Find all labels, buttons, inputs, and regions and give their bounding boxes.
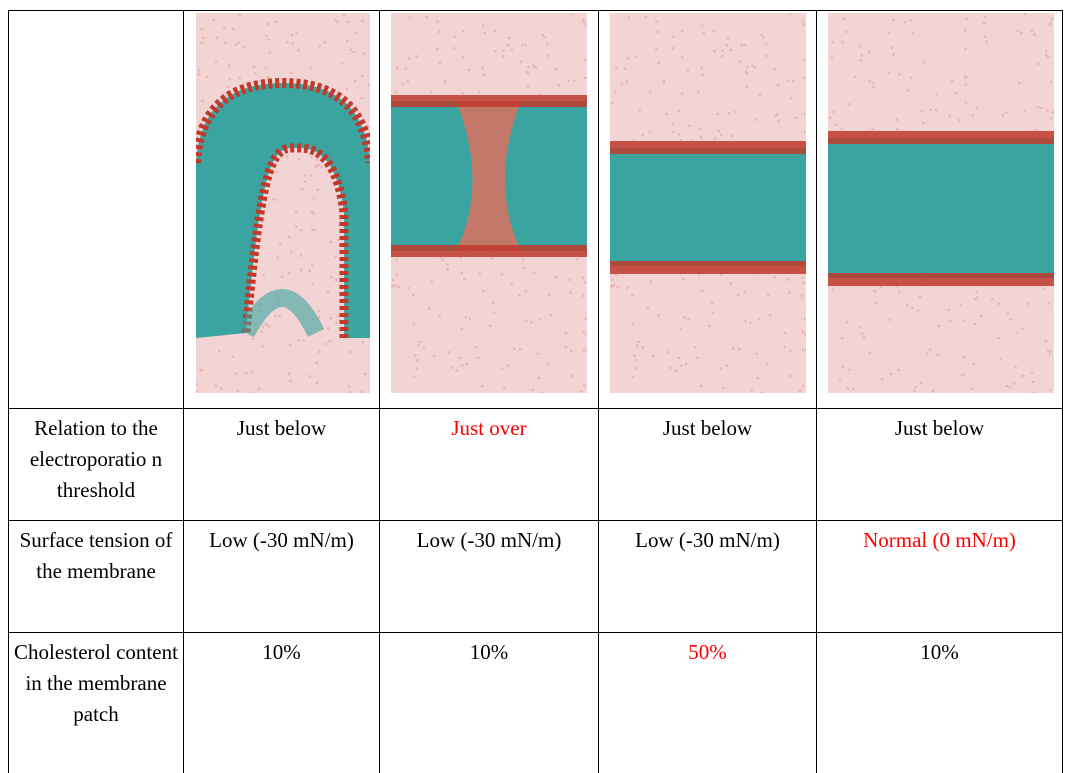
row-header-threshold: Relation to the electroporatio n thresho… <box>29 416 163 502</box>
cell-cholesterol-4: 10% <box>920 640 959 664</box>
simulation-snapshot-2 <box>391 13 587 393</box>
cell-cholesterol-3: 50% <box>688 640 727 664</box>
simulation-snapshot-4 <box>828 13 1054 393</box>
table-border <box>8 520 1063 521</box>
row-header-cholesterol: Cholesterol content in the membrane patc… <box>14 640 178 726</box>
cell-tension-4: Normal (0 mN/m) <box>863 528 1016 552</box>
cell-threshold-4: Just below <box>894 416 985 440</box>
table-border <box>8 10 9 773</box>
table-border <box>1062 10 1063 773</box>
simulation-snapshot-3 <box>610 13 806 393</box>
cell-tension-1: Low (-30 mN/m) <box>209 528 354 552</box>
table-border <box>8 10 1063 11</box>
cell-tension-2: Low (-30 mN/m) <box>416 528 562 552</box>
lipid-bilayer <box>828 138 1054 278</box>
cell-cholesterol-1: 10% <box>262 640 301 664</box>
row-header-surface-tension: Surface tension of the membrane <box>19 528 173 583</box>
lipid-bilayer <box>610 148 806 266</box>
table-border <box>816 10 817 773</box>
cell-cholesterol-2: 10% <box>469 640 509 664</box>
lipid-bilayer <box>196 83 370 338</box>
cell-tension-3: Low (-30 mN/m) <box>635 528 780 552</box>
cell-threshold-2: Just over <box>451 416 527 440</box>
table-border <box>598 10 599 773</box>
table-border <box>8 408 1063 409</box>
cell-threshold-3: Just below <box>662 416 753 440</box>
table-border <box>8 632 1063 633</box>
table-border <box>183 10 184 773</box>
table-border <box>379 10 380 773</box>
cell-threshold-1: Just below <box>236 416 327 440</box>
simulation-snapshot-1 <box>196 13 370 393</box>
comparison-table: Relation to the electroporatio n thresho… <box>8 10 1063 773</box>
